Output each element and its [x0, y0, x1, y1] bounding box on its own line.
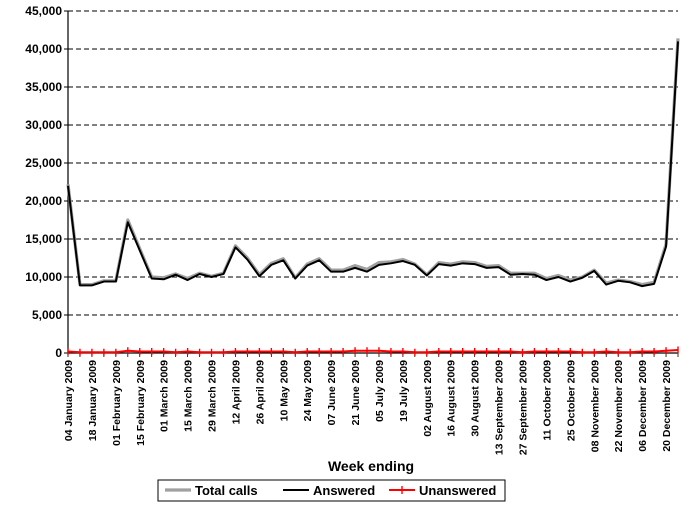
x-tick-label: 19 July 2009 — [398, 360, 410, 422]
x-tick-label: 20 December 2009 — [661, 360, 673, 452]
x-tick-label: 12 April 2009 — [230, 360, 242, 425]
x-tick-label: 02 August 2009 — [422, 360, 434, 437]
x-tick-label: 24 May 2009 — [302, 360, 314, 421]
x-tick-label: 08 November 2009 — [589, 360, 601, 452]
x-tick-label: 04 January 2009 — [63, 360, 75, 441]
series-group — [66, 38, 680, 356]
x-tick-label: 25 October 2009 — [565, 360, 577, 441]
x-tick-label: 07 June 2009 — [326, 360, 338, 426]
y-tick-label: 0 — [55, 346, 62, 360]
y-tick-label: 45,000 — [25, 4, 62, 18]
y-tick-label: 35,000 — [25, 80, 62, 94]
y-tick-label: 40,000 — [25, 42, 62, 56]
legend-label-unanswered: Unanswered — [419, 483, 496, 498]
x-tick-label: 30 August 2009 — [470, 360, 482, 437]
series-line-total-calls — [66, 38, 680, 287]
x-tick-label: 01 February 2009 — [111, 360, 123, 446]
x-tick-label: 10 May 2009 — [278, 360, 290, 421]
x-tick-label: 01 March 2009 — [159, 360, 171, 432]
x-axis: 04 January 2009 18 January 2009 01 Februar… — [63, 352, 679, 455]
legend-box — [157, 479, 506, 502]
series-line-answered — [67, 41, 679, 288]
x-axis-label: Week ending — [328, 458, 414, 474]
y-tick-label: 20,000 — [25, 194, 62, 208]
legend-label-answered: Answered — [313, 483, 375, 498]
y-tick-label: 5,000 — [32, 308, 62, 322]
x-tick-label: 13 September 2009 — [494, 360, 506, 455]
x-tick-label: 11 October 2009 — [541, 360, 553, 441]
x-tick-label: 16 August 2009 — [446, 360, 458, 437]
y-axis: 0 5,000 10,000 15,000 20,000 25,000 30,000 35,0… — [25, 4, 69, 360]
y-tick-label: 10,000 — [25, 270, 62, 284]
x-tick-label: 18 January 2009 — [87, 360, 99, 441]
y-tick-label: 25,000 — [25, 156, 62, 170]
x-tick-label: 15 February 2009 — [135, 360, 147, 446]
series-line-unanswered — [67, 348, 679, 354]
y-tick-label: 15,000 — [25, 232, 62, 246]
x-tick-label: 22 November 2009 — [613, 360, 625, 452]
x-tick-label: 29 March 2009 — [207, 360, 219, 432]
x-tick-label: 26 April 2009 — [254, 360, 266, 425]
x-tick-label: 15 March 2009 — [183, 360, 195, 432]
x-tick-label: 06 December 2009 — [637, 360, 649, 452]
x-tick-label: 21 June 2009 — [350, 360, 362, 426]
legend: Total calls Answered Unanswered — [157, 479, 506, 502]
y-tick-label: 30,000 — [25, 118, 62, 132]
x-tick-label: 27 September 2009 — [518, 360, 530, 455]
x-tick-label: 05 July 2009 — [374, 360, 386, 422]
legend-label-total-calls: Total calls — [195, 483, 258, 498]
